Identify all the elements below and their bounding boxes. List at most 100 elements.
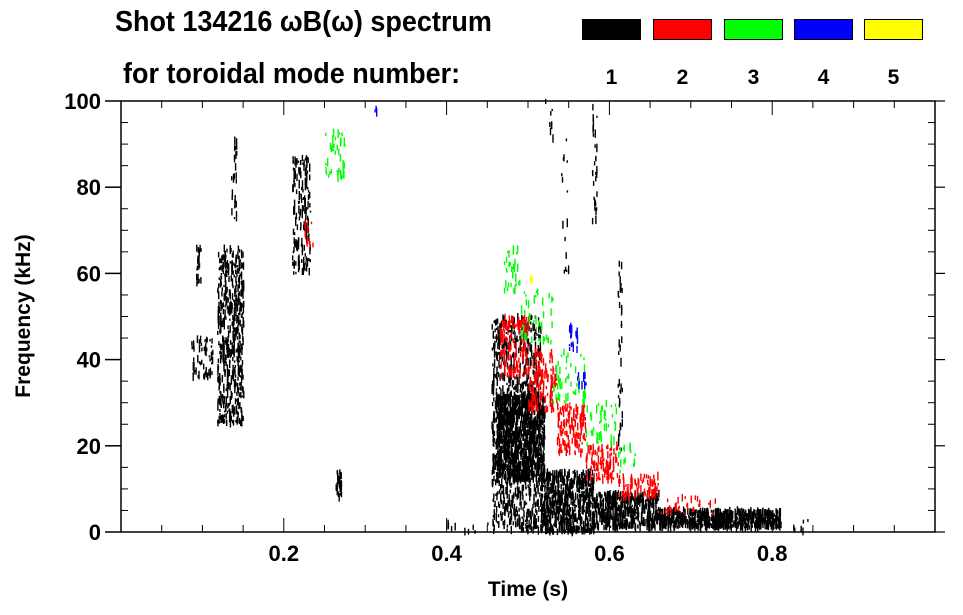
spectral-point-mode-1 bbox=[226, 340, 229, 346]
spectral-point-mode-1 bbox=[639, 503, 641, 507]
spectral-point-mode-1 bbox=[620, 283, 622, 292]
spectral-point-mode-1 bbox=[525, 456, 527, 462]
spectral-point-mode-1 bbox=[501, 397, 504, 404]
spectral-point-mode-1 bbox=[679, 511, 681, 519]
spectral-point-mode-1 bbox=[538, 334, 540, 339]
spectral-point-mode-1 bbox=[492, 514, 495, 518]
spectral-point-mode-2 bbox=[581, 405, 583, 413]
spectral-point-mode-1 bbox=[800, 525, 802, 533]
spectral-point-mode-1 bbox=[306, 170, 309, 174]
spectral-point-mode-1 bbox=[652, 522, 655, 527]
spectral-point-mode-1 bbox=[596, 497, 598, 505]
spectral-point-mode-1 bbox=[617, 438, 620, 447]
spectral-point-mode-1 bbox=[645, 499, 647, 503]
spectral-point-mode-1 bbox=[635, 497, 638, 501]
spectral-point-mode-1 bbox=[197, 247, 200, 254]
spectral-point-mode-1 bbox=[634, 509, 636, 516]
spectral-point-mode-1 bbox=[542, 420, 544, 426]
spectral-point-mode-1 bbox=[592, 103, 594, 111]
spectral-point-mode-1 bbox=[307, 186, 309, 190]
spectral-point-mode-1 bbox=[647, 497, 649, 504]
spectral-point-mode-1 bbox=[569, 483, 571, 486]
spectral-point-mode-1 bbox=[582, 469, 584, 475]
spectral-point-mode-2 bbox=[513, 359, 515, 364]
spectral-point-mode-1 bbox=[556, 502, 559, 506]
spectral-point-mode-2 bbox=[518, 357, 520, 363]
spectral-point-mode-1 bbox=[521, 516, 523, 519]
spectral-point-mode-1 bbox=[505, 431, 507, 441]
spectral-point-mode-1 bbox=[505, 332, 508, 334]
spectral-point-mode-1 bbox=[533, 333, 536, 338]
spectral-point-mode-1 bbox=[231, 420, 234, 424]
spectral-point-mode-1 bbox=[229, 302, 231, 305]
spectral-point-mode-2 bbox=[499, 353, 502, 357]
spectral-point-mode-1 bbox=[505, 502, 507, 510]
spectral-point-mode-2 bbox=[535, 359, 538, 366]
spectral-point-mode-1 bbox=[243, 390, 245, 399]
spectral-point-mode-1 bbox=[538, 469, 540, 474]
spectral-point-mode-1 bbox=[537, 446, 540, 451]
spectral-point-mode-1 bbox=[546, 517, 548, 526]
spectral-point-mode-1 bbox=[567, 471, 569, 479]
spectral-point-mode-2 bbox=[552, 368, 554, 372]
spectral-point-mode-1 bbox=[565, 499, 567, 503]
spectral-point-mode-1 bbox=[709, 522, 712, 526]
spectral-point-mode-1 bbox=[540, 452, 542, 458]
spectral-point-mode-1 bbox=[531, 420, 533, 426]
spectral-point-mode-1 bbox=[236, 271, 238, 277]
spectral-point-mode-1 bbox=[234, 327, 236, 333]
spectral-point-mode-2 bbox=[511, 315, 513, 320]
spectral-point-mode-1 bbox=[699, 507, 702, 517]
spectral-point-mode-1 bbox=[220, 312, 222, 320]
spectral-point-mode-1 bbox=[537, 317, 540, 322]
spectral-point-mode-1 bbox=[515, 405, 517, 414]
spectral-point-mode-1 bbox=[233, 262, 235, 266]
spectral-point-mode-1 bbox=[596, 504, 598, 509]
spectral-point-mode-1 bbox=[633, 517, 636, 524]
spectral-point-mode-1 bbox=[605, 518, 608, 523]
spectral-point-mode-1 bbox=[548, 506, 550, 514]
spectral-point-mode-1 bbox=[226, 286, 228, 293]
spectral-point-mode-1 bbox=[301, 259, 303, 262]
spectral-point-mode-1 bbox=[300, 222, 302, 229]
spectral-point-mode-1 bbox=[238, 279, 240, 289]
spectral-point-mode-1 bbox=[235, 200, 237, 208]
spectral-point-mode-1 bbox=[555, 520, 557, 529]
spectral-point-mode-1 bbox=[511, 468, 513, 476]
spectral-point-mode-1 bbox=[707, 520, 710, 528]
spectral-point-mode-1 bbox=[339, 493, 342, 496]
spectral-point-mode-1 bbox=[232, 285, 234, 289]
spectral-point-mode-1 bbox=[529, 459, 532, 468]
spectral-point-mode-1 bbox=[211, 338, 213, 344]
spectral-point-mode-1 bbox=[305, 180, 308, 188]
spectral-point-mode-1 bbox=[535, 446, 538, 456]
spectral-point-mode-1 bbox=[540, 434, 543, 444]
spectral-point-mode-1 bbox=[510, 420, 513, 428]
spectral-point-mode-2 bbox=[566, 449, 569, 453]
spectral-point-mode-1 bbox=[231, 189, 234, 198]
spectral-point-mode-1 bbox=[779, 509, 781, 518]
spectral-point-mode-1 bbox=[225, 404, 227, 407]
spectral-point-mode-2 bbox=[544, 407, 546, 412]
spectral-point-mode-2 bbox=[519, 369, 521, 379]
spectral-point-mode-1 bbox=[525, 467, 528, 473]
spectral-point-mode-1 bbox=[500, 424, 502, 431]
spectral-point-mode-1 bbox=[196, 265, 199, 270]
spectral-point-mode-1 bbox=[757, 523, 760, 529]
spectral-point-mode-1 bbox=[609, 494, 611, 499]
spectral-point-mode-1 bbox=[561, 494, 563, 501]
spectral-point-mode-1 bbox=[660, 523, 662, 531]
spectral-point-mode-1 bbox=[670, 516, 672, 526]
spectral-point-mode-1 bbox=[596, 143, 598, 153]
spectral-point-mode-1 bbox=[550, 523, 552, 532]
spectral-point-mode-1 bbox=[530, 327, 532, 332]
spectral-point-mode-1 bbox=[600, 501, 603, 507]
spectral-point-mode-1 bbox=[540, 326, 542, 334]
spectral-point-mode-2 bbox=[542, 360, 545, 366]
spectral-point-mode-1 bbox=[508, 434, 511, 437]
spectral-point-mode-1 bbox=[540, 516, 543, 524]
spectral-point-mode-1 bbox=[578, 509, 580, 516]
spectral-point-mode-1 bbox=[531, 384, 533, 389]
spectral-point-mode-1 bbox=[526, 383, 528, 387]
spectral-point-mode-1 bbox=[495, 493, 497, 497]
